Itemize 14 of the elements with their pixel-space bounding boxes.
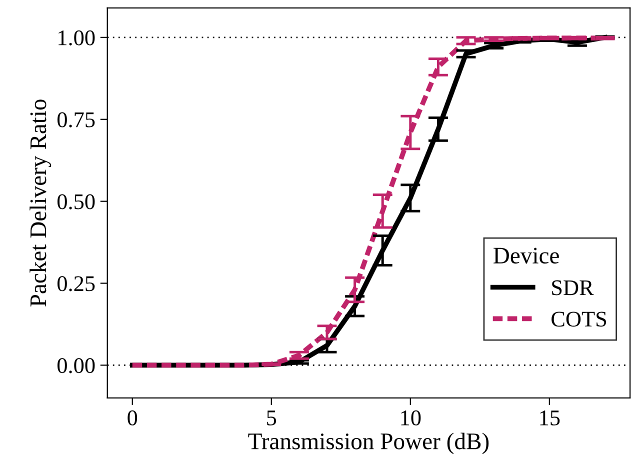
y-tick-label: 0.00 xyxy=(58,358,95,374)
y-tick-label: 0.75 xyxy=(58,112,95,128)
y-tick-label: 0.25 xyxy=(58,276,95,292)
legend-title: Device xyxy=(494,248,559,264)
x-tick-label: 15 xyxy=(540,410,560,426)
legend-label: SDR xyxy=(552,280,594,296)
x-axis-title: Transmission Power (dB) xyxy=(248,432,489,454)
y-axis-title: Packet Delivery Ratio xyxy=(30,100,52,307)
y-tick-label: 1.00 xyxy=(58,30,95,46)
x-tick-label: 5 xyxy=(267,410,276,426)
x-tick-label: 10 xyxy=(401,410,421,426)
y-tick-label: 0.50 xyxy=(58,194,95,210)
legend-label: COTS xyxy=(552,312,606,327)
x-tick-label: 0 xyxy=(128,410,138,426)
